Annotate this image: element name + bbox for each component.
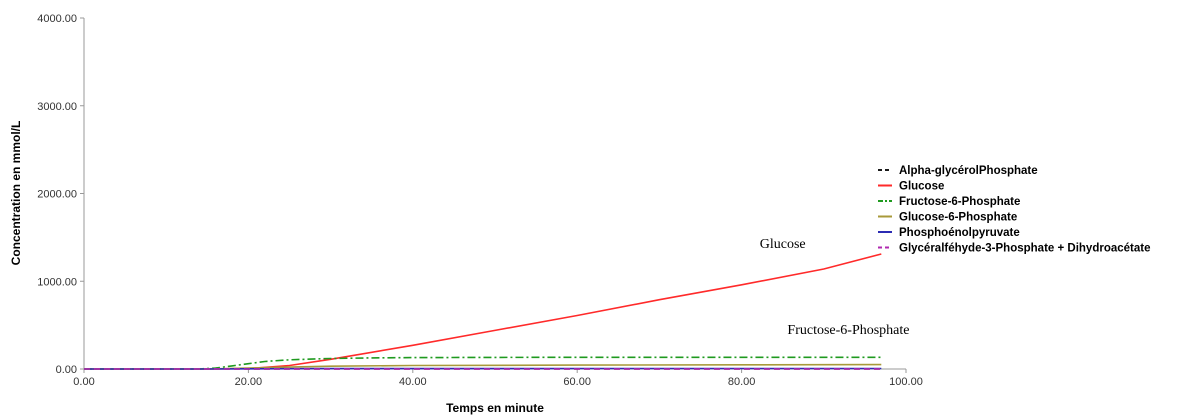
annotation-label: Fructose-6-Phosphate bbox=[787, 323, 909, 338]
x-tick-label: 60.00 bbox=[563, 376, 591, 388]
annotation-label: Glucose bbox=[760, 237, 806, 252]
legend-label: Alpha-glycérolPhosphate bbox=[899, 165, 1038, 177]
y-tick-label: 3000.00 bbox=[37, 101, 77, 113]
x-tick-label: 20.00 bbox=[235, 376, 263, 388]
x-tick-label: 40.00 bbox=[399, 376, 427, 388]
annotations: Glucose Fructose-6-Phosphate bbox=[760, 237, 910, 338]
plot-area bbox=[84, 253, 882, 370]
y-axis-title: Concentration en mmol/L bbox=[9, 121, 23, 266]
legend-label: Glycéralféhyde-3-Phosphate + Dihydroacét… bbox=[899, 243, 1151, 255]
x-tick-label: 100.00 bbox=[889, 376, 923, 388]
x-axis-title: Temps en minute bbox=[446, 401, 544, 415]
legend-label: Fructose-6-Phosphate bbox=[899, 196, 1020, 208]
y-tick-label: 4000.00 bbox=[37, 13, 77, 25]
series-line-2 bbox=[84, 356, 882, 370]
legend-label: Phosphoénolpyruvate bbox=[899, 227, 1020, 239]
legend-label: Glucose-6-Phosphate bbox=[899, 212, 1017, 224]
x-tick-label: 0.00 bbox=[73, 376, 94, 388]
series-line-4 bbox=[84, 367, 882, 370]
y-tick-label: 1000.00 bbox=[37, 276, 77, 288]
x-tick-label: 80.00 bbox=[728, 376, 756, 388]
legend: Alpha-glycérolPhosphate Glucose Fructose-6… bbox=[878, 165, 1151, 255]
chart-axes: 0.00 1000.00 2000.00 3000.00 4000.00 0.00 20.0… bbox=[37, 13, 923, 388]
y-tick-label: 0.00 bbox=[56, 364, 77, 376]
y-tick-label: 2000.00 bbox=[37, 189, 77, 201]
legend-label: Glucose bbox=[899, 181, 944, 193]
series-line-1 bbox=[84, 253, 882, 370]
